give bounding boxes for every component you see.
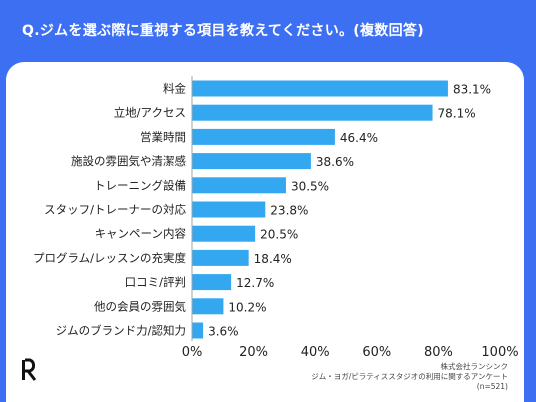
x-tick-label: 80% (424, 345, 453, 360)
bar (192, 128, 335, 145)
category-label: 立地/アクセス (114, 106, 186, 120)
bar (192, 201, 266, 218)
bar (192, 104, 433, 121)
category-label: トレーニング設備 (94, 178, 186, 192)
question-title: Q.ジムを選ぶ際に重視する項目を教えてください。(複数回答) (22, 23, 424, 39)
category-label: スタッフ/トレーナーの対応 (44, 203, 186, 217)
bar (192, 322, 204, 339)
category-label: 営業時間 (140, 130, 186, 144)
tick-labels-group: 0% 20% 40% 60% 80% 100% (182, 345, 519, 360)
x-tick-label: 60% (362, 345, 391, 360)
category-label: 口コミ/評判 (125, 275, 186, 289)
bar (192, 177, 286, 194)
category-label: プログラム/レッスンの充実度 (33, 251, 187, 265)
value-label: 46.4% (340, 131, 378, 145)
category-label: キャンペーン内容 (95, 227, 187, 241)
value-label: 23.8% (270, 204, 308, 218)
logo (22, 358, 37, 381)
bar (192, 298, 224, 315)
source-company: 株式会社ランシンク (441, 361, 509, 371)
category-label: 施設の雰囲気や清潔感 (71, 154, 186, 168)
value-label: 18.4% (254, 252, 292, 266)
x-tick-label: 100% (481, 345, 518, 360)
source-survey: ジム・ヨガ/ピラティススタジオの利用に関するアンケート (311, 371, 508, 381)
bar (192, 153, 311, 170)
category-label: 他の会員の雰囲気 (94, 299, 186, 313)
bar (192, 225, 256, 242)
source-n: (n=521) (477, 382, 508, 391)
value-label: 38.6% (316, 155, 354, 169)
bar (192, 80, 448, 97)
value-label: 3.6% (208, 325, 239, 339)
value-label: 78.1% (438, 107, 476, 121)
category-label: ジムのブランド力/認知力 (56, 324, 186, 338)
x-tick-label: 0% (182, 345, 203, 360)
value-label: 83.1% (453, 83, 491, 97)
bar (192, 249, 249, 266)
value-label: 12.7% (236, 276, 274, 290)
value-label: 20.5% (260, 228, 298, 242)
bar (192, 274, 232, 291)
x-tick-label: 20% (239, 345, 268, 360)
category-label: 料金 (163, 82, 186, 96)
value-label: 10.2% (228, 300, 266, 314)
x-tick-label: 40% (301, 345, 330, 360)
bars-group: 料金 83.1% 立地/アクセス 78.1% 営業時間 46.4% 施設の雰囲気や清潔感 38… (33, 80, 491, 339)
value-label: 30.5% (291, 179, 329, 193)
